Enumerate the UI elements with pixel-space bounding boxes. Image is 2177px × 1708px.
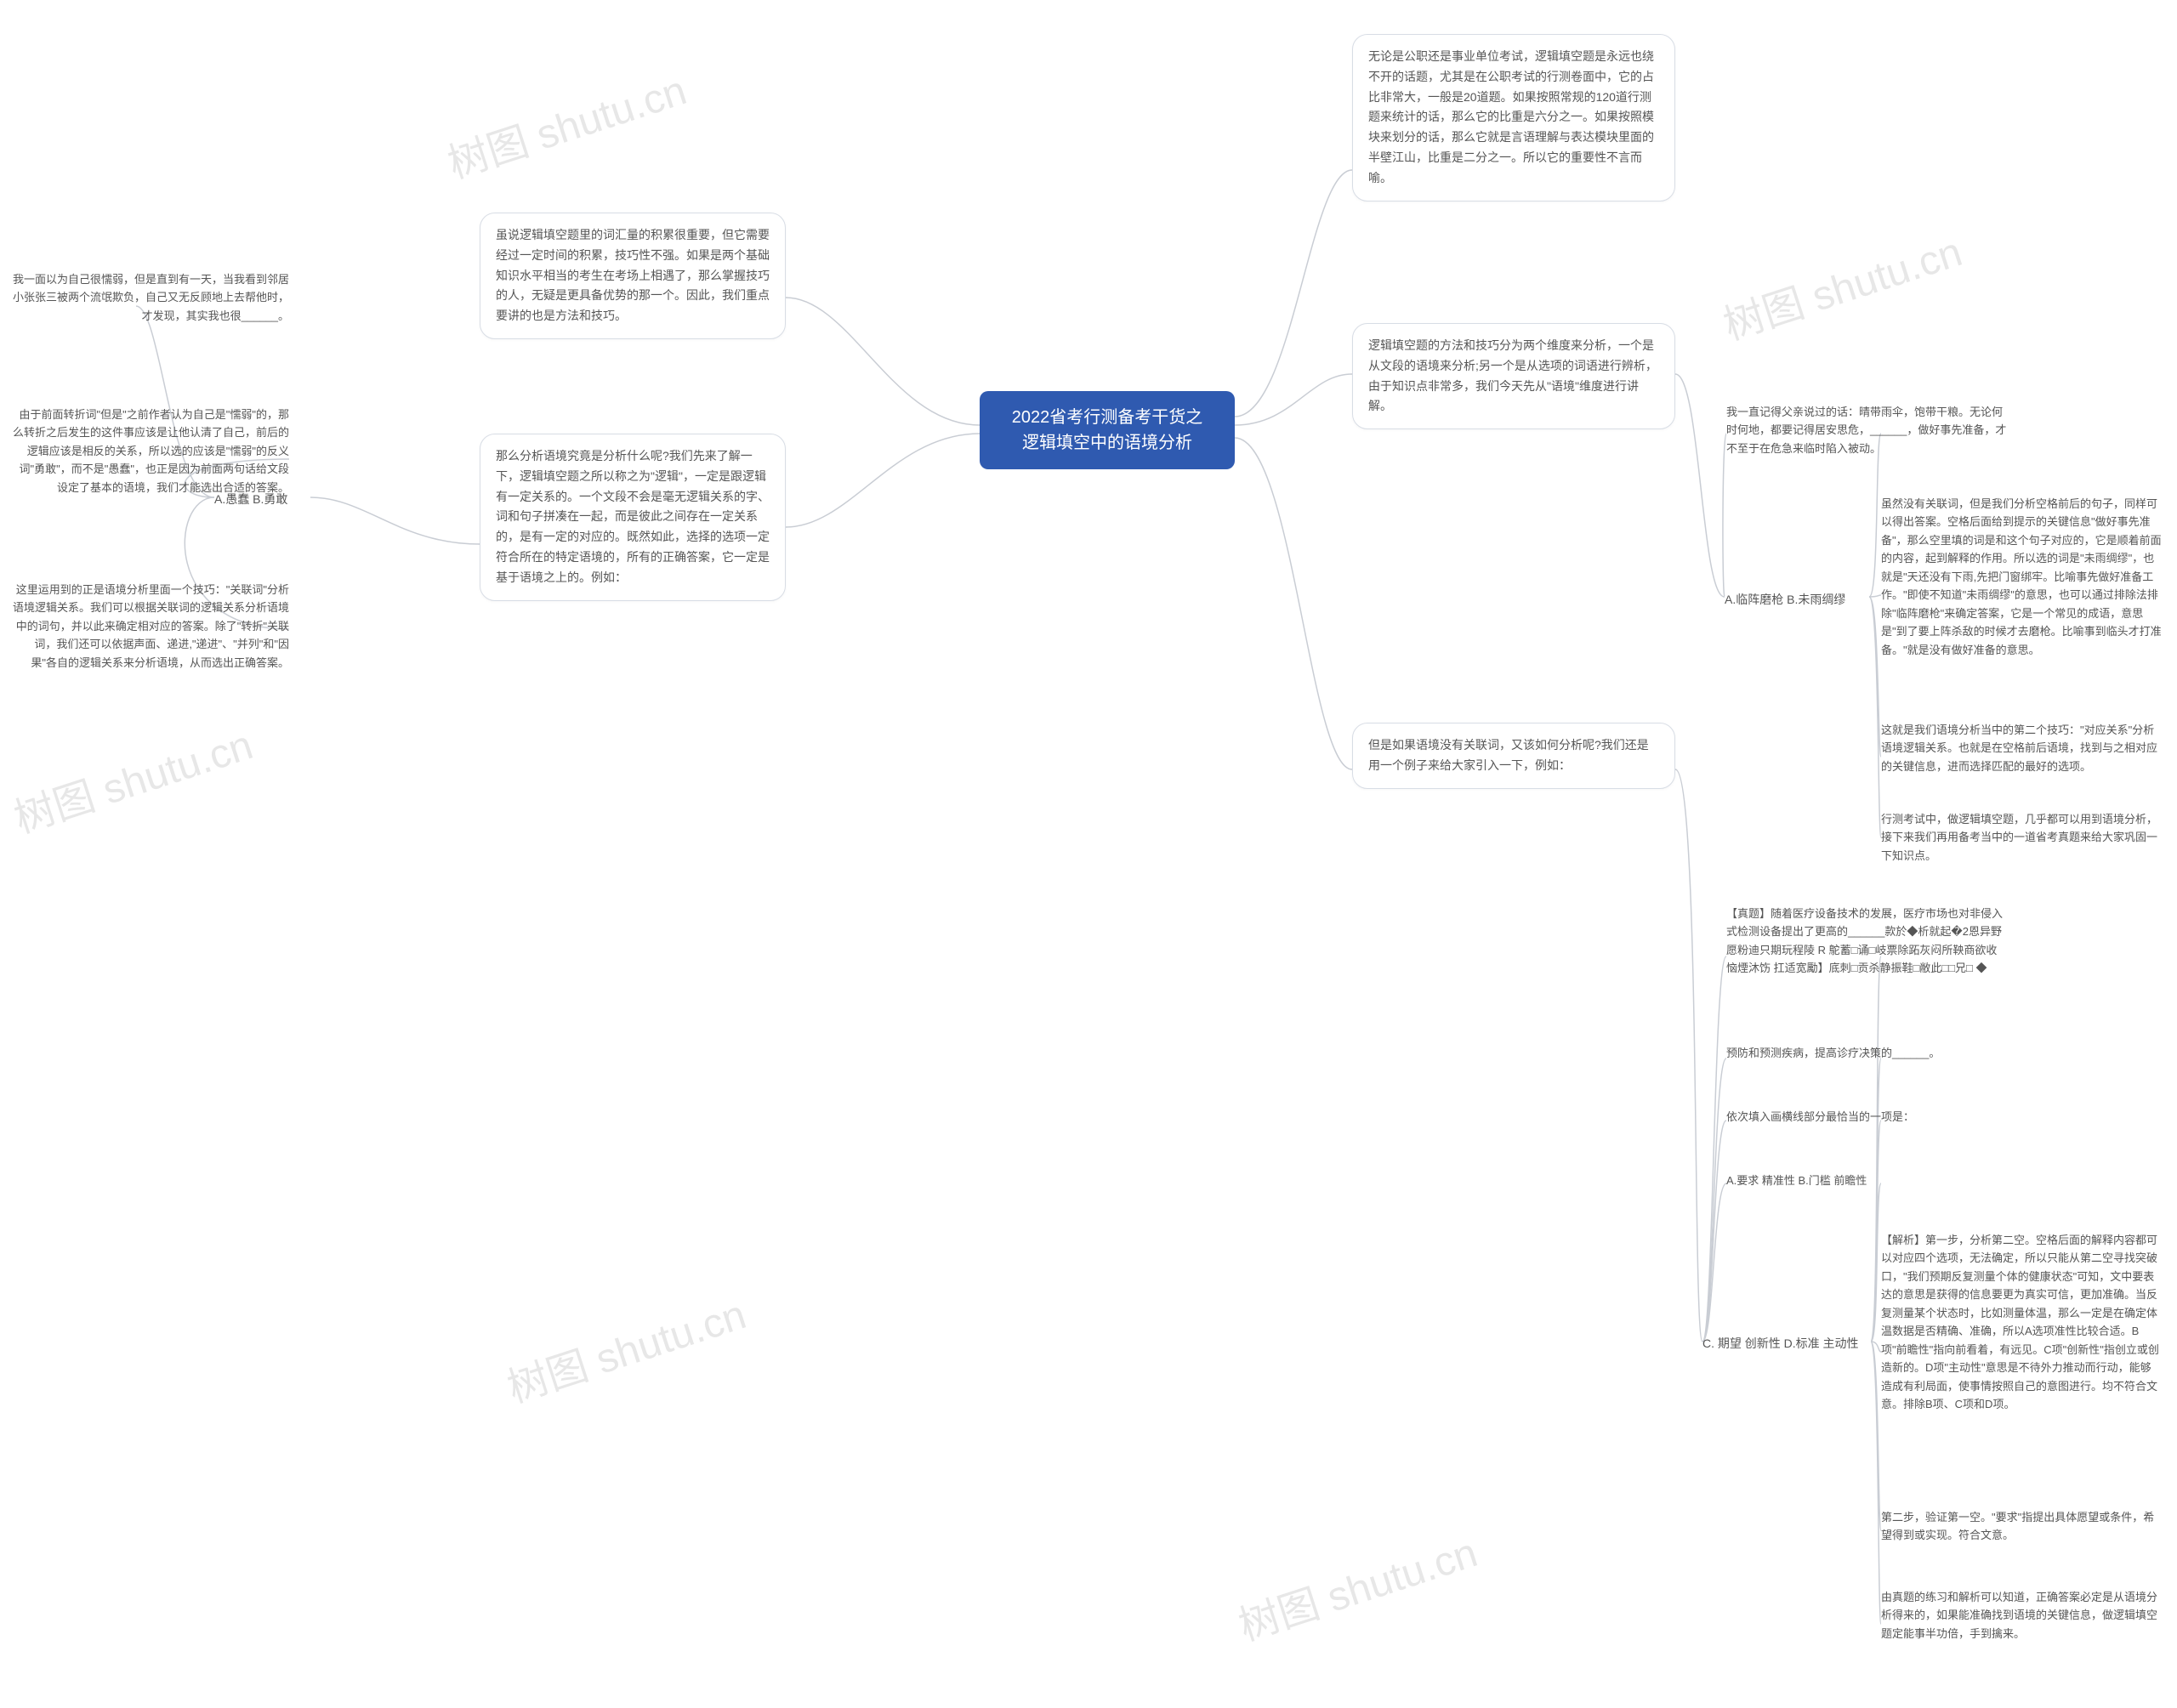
left-bubble-methods: 虽说逻辑填空题里的词汇量的积累很重要，但它需要经过一定时间的积累，技巧性不强。如… xyxy=(480,213,786,339)
right-note-10: 第二步，验证第一空。"要求"指提出具体愿望或条件，希望得到或实现。符合文意。 xyxy=(1881,1508,2162,1545)
left-bubble-context: 那么分析语境究竟是分析什么呢?我们先来了解一下，逻辑填空题之所以称之为"逻辑"，… xyxy=(480,434,786,601)
right-note-7: 依次填入画横线部分最恰当的一项是： xyxy=(1726,1108,2007,1126)
link-layer xyxy=(0,0,2177,1708)
left-note-1: 我一面以为自己很懦弱，但是直到有一天，当我看到邻居小张张三被两个流氓欺负，自己又… xyxy=(9,270,289,325)
center-node: 2022省考行测备考干货之逻辑填空中的语境分析 xyxy=(980,391,1235,469)
right-note-2: 虽然没有关联词，但是我们分析空格前后的句子，同样可以得出答案。空格后面给到提示的… xyxy=(1881,495,2162,659)
right-note-5: 【真题】随着医疗设备技术的发展，医疗市场也对非侵入式检测设备提出了更高的____… xyxy=(1726,905,2007,978)
right-bubble-no-connective: 但是如果语境没有关联词，又该如何分析呢?我们还是用一个例子来给大家引入一下，例如… xyxy=(1352,723,1675,789)
right-note-4: 行测考试中，做逻辑填空题，几乎都可以用到语境分析，接下来我们再用备考当中的一道省… xyxy=(1881,810,2162,865)
right-bubble-dimensions: 逻辑填空题的方法和技巧分为两个维度来分析，一个是从文段的语境来分析;另一个是从选… xyxy=(1352,323,1675,429)
left-note-2: 由于前面转折词"但是"之前作者认为自己是"懦弱"的，那么转折之后发生的这件事应该… xyxy=(9,406,289,497)
right-note-8: A.要求 精准性 B.门槛 前瞻性 xyxy=(1726,1172,2007,1189)
right-note-11: 由真题的练习和解析可以知道，正确答案必定是从语境分析得来的，如果能准确找到语境的… xyxy=(1881,1588,2162,1643)
right-bubble-importance: 无论是公职还是事业单位考试，逻辑填空题是永远也绕不开的话题，尤其是在公职考试的行… xyxy=(1352,34,1675,201)
left-note-3: 这里运用到的正是语境分析里面一个技巧："关联词"分析语境逻辑关系。我们可以根据关… xyxy=(9,581,289,672)
right-answer-c: C. 期望 创新性 D.标准 主动性 xyxy=(1702,1335,1859,1352)
right-answer-a: A.临阵磨枪 B.未雨绸缪 xyxy=(1725,591,1845,608)
right-note-1: 我一直记得父亲说过的话：晴带雨伞，饱带干粮。无论何时何地，都要记得居安思危，__… xyxy=(1726,403,2007,457)
right-note-6: 预防和预测疾病，提高诊疗决策的______。 xyxy=(1726,1044,2007,1062)
right-note-9: 【解析】第一步，分析第二空。空格后面的解释内容都可以对应四个选项，无法确定，所以… xyxy=(1881,1231,2162,1413)
right-note-3: 这就是我们语境分析当中的第二个技巧："对应关系"分析语境逻辑关系。也就是在空格前… xyxy=(1881,721,2162,775)
